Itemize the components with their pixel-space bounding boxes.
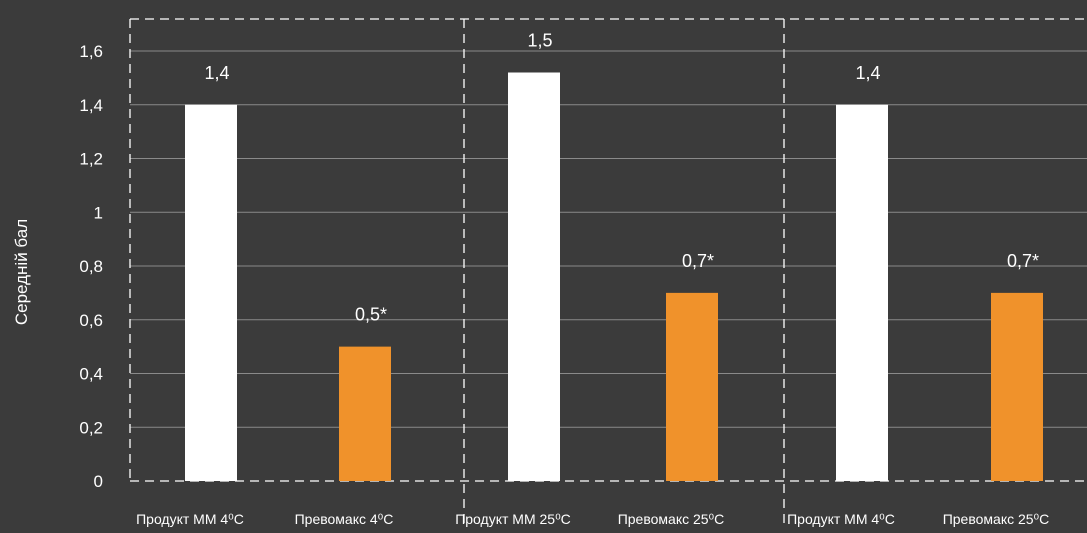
grid-layer: [130, 50, 1087, 428]
bar: [508, 72, 560, 481]
bar-data-label: 1,5: [527, 31, 552, 51]
bar: [185, 104, 237, 481]
bars-layer: [185, 72, 1043, 481]
x-category-label: Продукт ММ 25⁰С: [455, 511, 571, 527]
y-axis-label: Середній бал: [12, 219, 31, 325]
y-tick-label: 1: [94, 203, 103, 222]
bar-data-label: 1,4: [204, 63, 229, 83]
x-category-label: Превомакс 25⁰С: [943, 511, 1050, 527]
y-tick-label: 1,6: [79, 42, 103, 61]
bar: [339, 346, 391, 481]
y-tick-label: 0,8: [79, 257, 103, 276]
group-frames: [129, 18, 1087, 528]
x-category-label: Продукт ММ 4⁰С: [787, 511, 895, 527]
bar: [836, 104, 888, 481]
y-tick-label: 0,6: [79, 311, 103, 330]
bar-data-label: 0,7*: [682, 251, 714, 271]
x-category-label: Продукт ММ 4⁰С: [136, 511, 244, 527]
labels-layer: 0 0,2 0,4 0,6 0,8 1 1,2 1,4 1,6 1,4 Продукт ММ 4⁰С…: [79, 31, 1049, 528]
y-tick-label: 1,2: [79, 150, 103, 169]
bar: [666, 292, 718, 481]
bar-data-label: 0,7*: [1007, 251, 1039, 271]
y-tick-label: 0,4: [79, 365, 103, 384]
y-tick-label: 1,4: [79, 96, 103, 115]
bar-data-label: 1,4: [855, 63, 880, 83]
bar-data-label: 0,5*: [355, 305, 387, 325]
x-category-label: Превомакс 25⁰С: [618, 511, 725, 527]
x-category-label: Превомакс 4⁰С: [295, 511, 394, 527]
bar: [991, 292, 1043, 481]
y-tick-label: 0: [94, 472, 103, 491]
y-tick-label: 0,2: [79, 418, 103, 437]
